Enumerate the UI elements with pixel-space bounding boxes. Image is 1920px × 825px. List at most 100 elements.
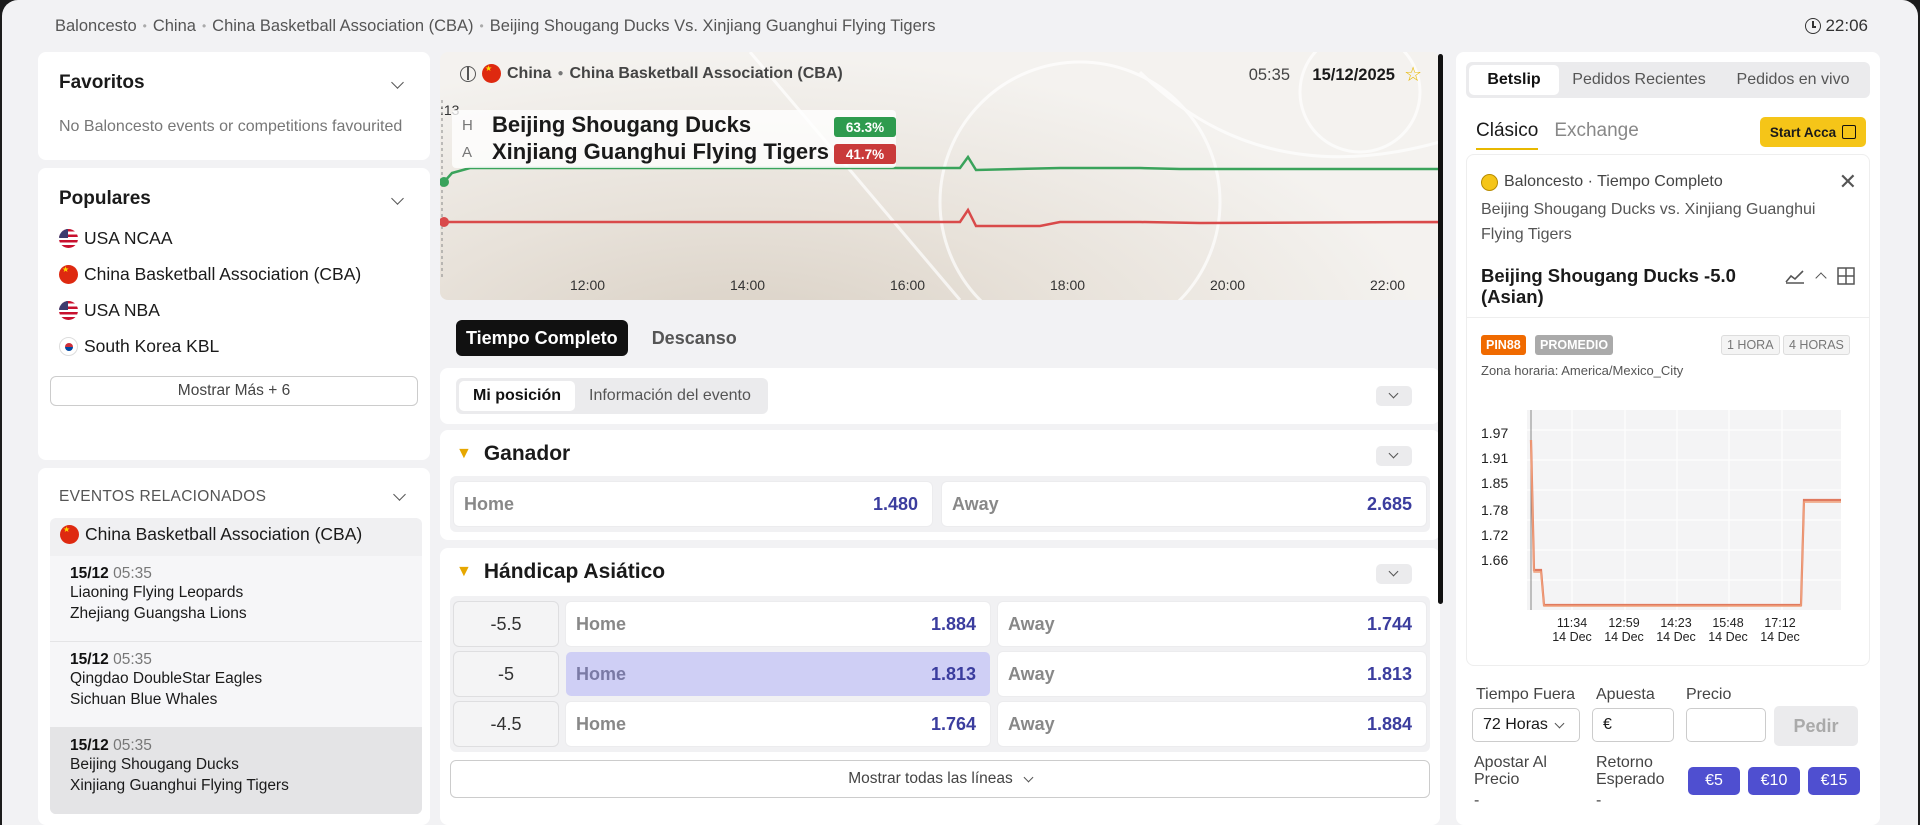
timeline-tick: 12:00 bbox=[570, 277, 606, 293]
winner-home-odds-button[interactable]: Home 1.480 bbox=[454, 482, 932, 526]
tab-live-orders[interactable]: Pedidos en vivo bbox=[1736, 71, 1850, 88]
price-label: Precio bbox=[1686, 686, 1732, 703]
related-event-item[interactable]: 15/12 05:35 Liaoning Flying Leopards Zhe… bbox=[50, 556, 422, 642]
winner-away-odds-button[interactable]: Away 2.685 bbox=[942, 482, 1426, 526]
selection-icons bbox=[1785, 267, 1855, 285]
related-events-card: EVENTOS RELACIONADOS China Basketball As… bbox=[38, 468, 430, 825]
tab-betslip[interactable]: Betslip bbox=[1469, 65, 1559, 95]
stake-input[interactable]: € bbox=[1592, 708, 1674, 742]
handicap-home-odds-button[interactable]: Home 1.884 bbox=[566, 602, 990, 646]
grid-icon[interactable] bbox=[1837, 267, 1855, 285]
tab-my-position[interactable]: Mi posición bbox=[459, 381, 575, 411]
chart-x-day: 14 Dec bbox=[1552, 630, 1592, 644]
pin-icon[interactable]: ▼ bbox=[456, 563, 472, 580]
price-input[interactable] bbox=[1686, 708, 1766, 742]
home-team-row: H Beijing Shougang Ducks 63.3% bbox=[462, 112, 896, 138]
popular-item-cba[interactable]: China Basketball Association (CBA) bbox=[59, 264, 361, 285]
period-tabs: Tiempo Completo Descanso bbox=[456, 320, 747, 356]
start-acca-button[interactable]: Start Acca bbox=[1760, 117, 1866, 147]
popular-item-label: South Korea KBL bbox=[84, 336, 220, 356]
winner-chevron-down-icon[interactable] bbox=[1376, 446, 1412, 466]
acca-icon bbox=[1842, 125, 1857, 139]
bet-sport-label: Baloncesto · Tiempo Completo bbox=[1504, 173, 1723, 190]
quick-stake-5-button[interactable]: €5 bbox=[1688, 767, 1740, 795]
handicap-market-title: ▼ Hándicap Asiático bbox=[456, 560, 665, 584]
china-flag-icon bbox=[59, 265, 78, 284]
related-competition[interactable]: China Basketball Association (CBA) bbox=[60, 524, 362, 545]
timeline-tick: 20:00 bbox=[1210, 277, 1246, 293]
handicap-away-odds-button[interactable]: Away 1.744 bbox=[998, 602, 1426, 646]
chevron-up-icon[interactable] bbox=[1815, 272, 1827, 284]
basketball-icon bbox=[460, 65, 476, 82]
favorites-chevron-down-icon[interactable] bbox=[391, 76, 404, 89]
handicap-away-odds-button[interactable]: Away 1.813 bbox=[998, 652, 1426, 696]
main-scrollbar[interactable] bbox=[1438, 54, 1443, 604]
show-all-lines-button[interactable]: Mostrar todas las líneas bbox=[450, 760, 1430, 798]
asian-handicap-market: ▼ Hándicap Asiático -5.5 Home 1.884 Away… bbox=[440, 548, 1440, 825]
favorites-card: Favoritos No Baloncesto events or compet… bbox=[38, 52, 430, 160]
tab-half-time[interactable]: Descanso bbox=[651, 327, 737, 348]
event-home-team: Qingdao DoubleStar Eagles bbox=[70, 670, 263, 687]
popular-chevron-down-icon[interactable] bbox=[391, 192, 404, 205]
tab-event-info[interactable]: Información del evento bbox=[589, 387, 751, 404]
range-1h-button[interactable]: 1 HORA bbox=[1721, 335, 1780, 355]
tab-full-time[interactable]: Tiempo Completo bbox=[456, 320, 628, 356]
timeout-select[interactable]: 72 Horas bbox=[1472, 708, 1580, 742]
handicap-line: -4.5 bbox=[454, 702, 558, 746]
breadcrumb-country[interactable]: China bbox=[152, 16, 196, 35]
pin-icon[interactable]: ▼ bbox=[456, 445, 472, 462]
court-background bbox=[440, 52, 1440, 300]
handicap-away-odds-button[interactable]: Away 1.884 bbox=[998, 702, 1426, 746]
odds-value: 1.744 bbox=[1366, 613, 1412, 634]
tab-classic[interactable]: Clásico bbox=[1476, 120, 1539, 150]
pin88-badge[interactable]: PIN88 bbox=[1481, 335, 1526, 355]
chart-x-tick: 12:59 14 Dec bbox=[1599, 616, 1649, 644]
winner-market: ▼ Ganador Home 1.480 Away 2.685 bbox=[440, 430, 1440, 540]
tab-exchange[interactable]: Exchange bbox=[1554, 120, 1639, 141]
popular-item-label: China Basketball Association (CBA) bbox=[84, 264, 362, 284]
popular-item-usa-ncaa[interactable]: USA NCAA bbox=[59, 228, 173, 249]
handicap-home-odds-button[interactable]: Home 1.764 bbox=[566, 702, 990, 746]
handicap-home-odds-button-selected[interactable]: Home 1.813 bbox=[566, 652, 990, 696]
betslip-panel: Betslip Pedidos Recientes Pedidos en viv… bbox=[1456, 52, 1880, 825]
handicap-chevron-down-icon[interactable] bbox=[1376, 564, 1412, 584]
close-icon[interactable]: ✕ bbox=[1838, 169, 1857, 194]
away-win-probability: 41.7% bbox=[834, 144, 896, 164]
timeout-label: Tiempo Fuera bbox=[1476, 686, 1575, 703]
tab-recent-orders[interactable]: Pedidos Recientes bbox=[1572, 71, 1706, 88]
winner-title-label: Ganador bbox=[483, 442, 571, 465]
clock-icon bbox=[1805, 18, 1822, 34]
popular-card: Populares USA NCAA China Basketball Asso… bbox=[38, 168, 430, 460]
favorite-star-icon[interactable]: ☆ bbox=[1404, 64, 1422, 86]
odds-label: Home bbox=[464, 493, 515, 514]
bet-selection: Beijing Shougang Ducks -5.0 (Asian) bbox=[1481, 265, 1736, 307]
handicap-line: -5 bbox=[454, 652, 558, 696]
range-4h-button[interactable]: 4 HORAS bbox=[1783, 335, 1850, 355]
event-country: China bbox=[507, 64, 552, 82]
related-event-item[interactable]: 15/12 05:35 Qingdao DoubleStar Eagles Si… bbox=[50, 642, 422, 728]
breadcrumb-sport[interactable]: Baloncesto bbox=[55, 16, 137, 35]
related-chevron-down-icon[interactable] bbox=[393, 488, 406, 501]
related-event-item-selected[interactable]: 15/12 05:35 Beijing Shougang Ducks Xinji… bbox=[50, 728, 422, 814]
submit-order-button[interactable]: Pedir bbox=[1774, 706, 1858, 746]
stake-currency: € bbox=[1603, 716, 1612, 733]
breadcrumb-competition[interactable]: China Basketball Association (CBA) bbox=[212, 16, 474, 35]
event-time: 05:35 bbox=[113, 565, 152, 582]
quick-stake-10-button[interactable]: €10 bbox=[1748, 767, 1800, 795]
event-competition-line: China ● China Basketball Association (CB… bbox=[460, 64, 843, 83]
average-badge[interactable]: PROMEDIO bbox=[1535, 335, 1614, 355]
line-chart-icon[interactable] bbox=[1785, 268, 1805, 284]
away-team-row: A Xinjiang Guanghui Flying Tigers 41.7% bbox=[462, 139, 896, 165]
popular-item-south-korea-kbl[interactable]: South Korea KBL bbox=[59, 336, 219, 357]
bet-type-tabs: Clásico Exchange bbox=[1476, 120, 1639, 150]
quick-stake-15-button[interactable]: €15 bbox=[1808, 767, 1860, 795]
popular-item-usa-nba[interactable]: USA NBA bbox=[59, 300, 160, 321]
sub-tab-bar: Mi posición Información del evento bbox=[440, 368, 1440, 424]
show-more-button[interactable]: Mostrar Más + 6 bbox=[50, 376, 418, 406]
handicap-line: -5.5 bbox=[454, 602, 558, 646]
chart-x-tick: 17:12 14 Dec bbox=[1755, 616, 1805, 644]
collapse-chevron-down-icon[interactable] bbox=[1376, 386, 1412, 406]
winner-market-title: ▼ Ganador bbox=[456, 442, 570, 466]
south-korea-flag-icon bbox=[59, 337, 78, 356]
odds-value: 1.480 bbox=[872, 493, 918, 514]
